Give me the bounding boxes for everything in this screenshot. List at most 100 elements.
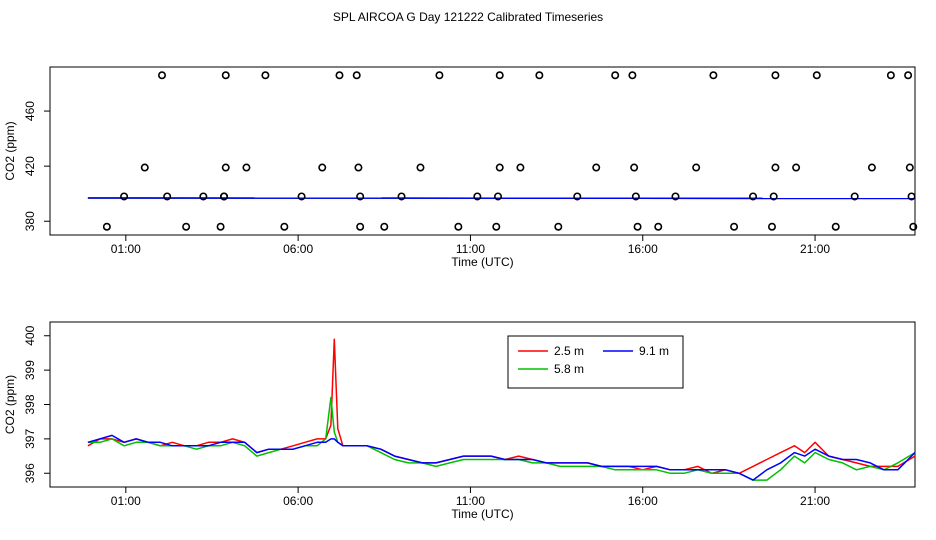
calibration-point (767, 222, 776, 231)
calibration-point (473, 192, 482, 201)
series-line-58m (87, 396, 915, 481)
calibration-point (182, 222, 191, 231)
calibration-point (516, 163, 525, 172)
calibration-point (631, 192, 640, 201)
x-tick-label: 06:00 (283, 242, 313, 256)
calibration-point (850, 192, 859, 201)
y-tick-label: 398 (23, 394, 37, 414)
calibration-point (163, 192, 172, 201)
calibration-point (771, 163, 780, 172)
calibration-point (671, 192, 680, 201)
legend-label: 5.8 m (554, 362, 584, 376)
x-tick-label: 06:00 (283, 494, 313, 508)
calibration-point (352, 71, 361, 80)
calibration-point (769, 192, 778, 201)
calibration-point (812, 71, 821, 80)
x-axis-label: Time (UTC) (451, 507, 513, 521)
chart-main-title: SPL AIRCOA G Day 121222 Calibrated Times… (332, 10, 604, 24)
legend-box (507, 335, 684, 389)
x-tick-label: 11:00 (456, 494, 485, 508)
calibration-point (749, 192, 758, 201)
calibration-point (356, 222, 365, 231)
calibration-point (416, 163, 425, 172)
calibration-point (454, 222, 463, 231)
calibration-points (102, 71, 918, 231)
calibration-point (199, 192, 208, 201)
calibration-point (709, 71, 718, 80)
calibration-point (280, 222, 289, 231)
y-axis-label: CO2 (ppm) (3, 121, 17, 180)
y-tick-label: 399 (23, 360, 37, 380)
calibration-point (909, 222, 918, 231)
plot-frame (49, 321, 916, 488)
x-tick-label: 11:00 (456, 242, 485, 256)
x-axis-label: Time (UTC) (451, 255, 513, 269)
calibration-point (354, 163, 363, 172)
y-tick-label: 397 (23, 429, 37, 449)
calibration-point (220, 192, 229, 201)
x-axis: 01:00 06:00 11:00 16:00 21:00 (111, 235, 830, 256)
calibration-point (611, 71, 620, 80)
y-axis: 396 397 398 399 400 (23, 325, 50, 483)
y-tick-label: 380 (23, 211, 37, 231)
calibration-point (573, 192, 582, 201)
calibration-point (554, 222, 563, 231)
calibration-point (630, 163, 639, 172)
calibration-point (221, 71, 230, 80)
calibration-point (592, 163, 601, 172)
calibration-point (867, 163, 876, 172)
calibration-point (692, 163, 701, 172)
calibration-point (905, 163, 914, 172)
plot-frame (49, 66, 916, 236)
x-tick-label: 21:00 (800, 242, 830, 256)
y-axis-label: CO2 (ppm) (3, 375, 17, 434)
series-line-25m (87, 338, 915, 475)
calibration-point (904, 71, 913, 80)
calibration-point (633, 222, 642, 231)
x-tick-label: 16:00 (628, 494, 658, 508)
calibration-point (397, 192, 406, 201)
calibration-point (216, 222, 225, 231)
calibration-point (318, 163, 327, 172)
calibration-point (356, 192, 365, 201)
x-tick-label: 16:00 (628, 242, 658, 256)
y-tick-label: 420 (23, 156, 37, 176)
y-axis: 380 420 460 (23, 101, 50, 231)
calibration-point (654, 222, 663, 231)
panel-calibration-scatter: 01:00 06:00 11:00 16:00 21:00 Time (UTC) 380 42… (3, 66, 918, 269)
calibration-point (494, 192, 503, 201)
calibration-point (535, 71, 544, 80)
series-line-91m (87, 434, 915, 481)
legend-label: 9.1 m (639, 344, 669, 358)
x-tick-label: 01:00 (111, 494, 141, 508)
calibration-point (792, 163, 801, 172)
calibration-point (297, 192, 306, 201)
calibration-point (140, 163, 149, 172)
calibration-point (380, 222, 389, 231)
x-tick-label: 21:00 (800, 494, 830, 508)
calibration-point (158, 71, 167, 80)
y-tick-label: 396 (23, 463, 37, 483)
calibration-point (102, 222, 111, 231)
calibration-point (120, 192, 129, 201)
calibration-point (221, 163, 230, 172)
calibration-point (831, 222, 840, 231)
x-tick-label: 01:00 (111, 242, 141, 256)
calibration-point (435, 71, 444, 80)
calibration-point (730, 222, 739, 231)
calibration-point (242, 163, 251, 172)
calibration-point (335, 71, 344, 80)
x-axis: 01:00 06:00 11:00 16:00 21:00 (111, 487, 830, 508)
calibration-point (907, 192, 916, 201)
legend: 2.5 m 9.1 m 5.8 m (507, 335, 684, 389)
calibration-point (771, 71, 780, 80)
y-tick-label: 400 (23, 325, 37, 345)
calibration-point (261, 71, 270, 80)
calibration-point (886, 71, 895, 80)
calibration-point (628, 71, 637, 80)
calibration-point (495, 71, 504, 80)
series-group (87, 338, 915, 481)
calibration-point (492, 222, 501, 231)
